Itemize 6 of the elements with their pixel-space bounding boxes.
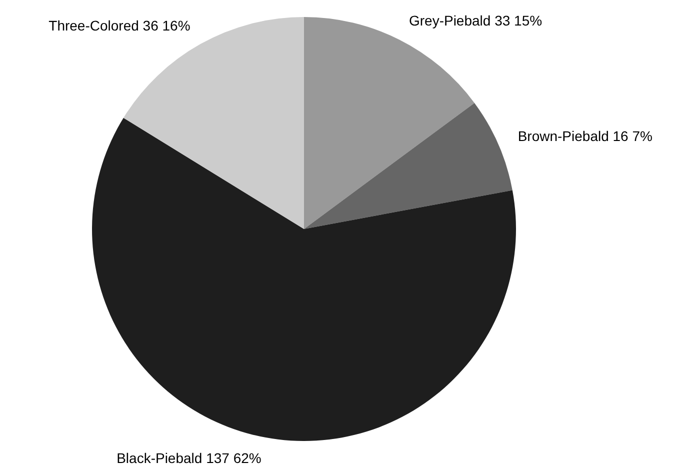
pie-slice	[92, 118, 516, 441]
pie-slice	[304, 102, 512, 229]
slice-label: Brown-Piebald 16 7%	[518, 128, 652, 144]
slice-label: Black-Piebald 137 62%	[116, 450, 262, 465]
slice-label: Three-Colored 36 16%	[48, 17, 190, 34]
slice-label: Grey-Piebald 33 15%	[408, 12, 542, 29]
